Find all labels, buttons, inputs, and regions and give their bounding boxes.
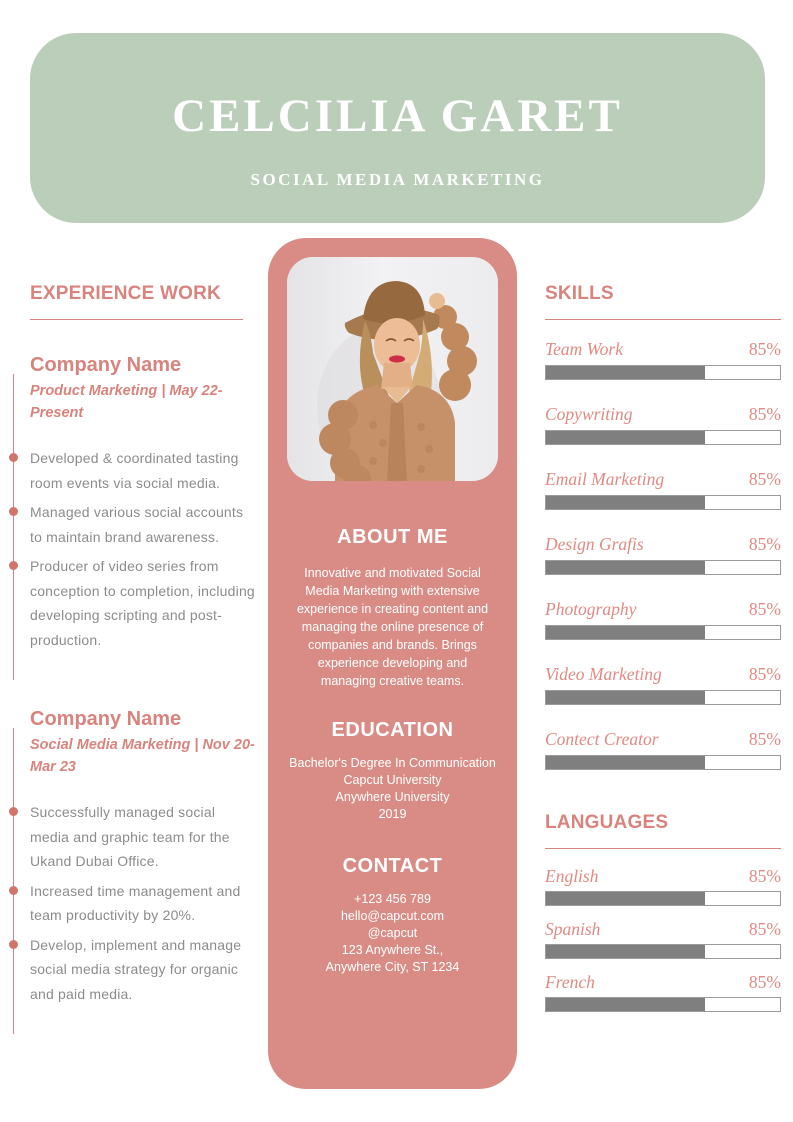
about-title: ABOUT ME bbox=[337, 526, 448, 548]
skill-name: Team Work bbox=[545, 339, 623, 359]
contact-handle: @capcut bbox=[367, 926, 418, 940]
skill-list: Team Work 85% Copywriting 85% Email Market… bbox=[545, 336, 781, 770]
skill-name: Design Grafis bbox=[545, 534, 644, 554]
language-bar bbox=[545, 944, 781, 959]
language-name: Spanish bbox=[545, 919, 601, 939]
skill-bar-fill bbox=[546, 756, 706, 769]
skill-level: 85% bbox=[748, 599, 781, 619]
job-bullet: Increased time management and team produ… bbox=[8, 879, 258, 928]
skill-item: Team Work 85% bbox=[545, 336, 781, 380]
skill-level: 85% bbox=[748, 729, 781, 749]
skill-item: Email Marketing 85% bbox=[545, 466, 781, 510]
job-entry-1: Company Name Product Marketing | May 22-… bbox=[8, 354, 258, 680]
skill-item: Photography 85% bbox=[545, 596, 781, 640]
skills-divider bbox=[545, 319, 781, 320]
experience-divider bbox=[30, 319, 243, 320]
language-name: French bbox=[545, 972, 595, 992]
company-name: Company Name bbox=[30, 708, 182, 730]
language-item: Spanish 85% bbox=[545, 916, 781, 959]
skill-level: 85% bbox=[748, 339, 781, 359]
skill-bar bbox=[545, 365, 781, 380]
language-bar bbox=[545, 997, 781, 1012]
skill-name: Email Marketing bbox=[545, 469, 665, 489]
education-lines: Bachelor's Degree In Communication Capcu… bbox=[287, 755, 498, 823]
language-bar-fill bbox=[546, 892, 706, 905]
skill-level: 85% bbox=[748, 664, 781, 684]
language-level: 85% bbox=[748, 866, 781, 886]
skill-bar-fill bbox=[546, 626, 706, 639]
experience-title: EXPERIENCE WORK bbox=[30, 283, 221, 304]
company-name: Company Name bbox=[30, 354, 182, 376]
contact-address-2: Anywhere City, ST 1234 bbox=[325, 960, 460, 974]
contact-phone: +123 456 789 bbox=[354, 892, 431, 906]
skill-bar-fill bbox=[546, 431, 706, 444]
languages-section: LANGUAGES English 85% Spanish 85% French 85… bbox=[545, 812, 781, 1012]
language-bar-fill bbox=[546, 998, 706, 1011]
skill-bar bbox=[545, 690, 781, 705]
skill-item: Design Grafis 85% bbox=[545, 531, 781, 575]
education-degree: Bachelor's Degree In Communication bbox=[289, 756, 496, 770]
languages-title: LANGUAGES bbox=[545, 812, 669, 833]
person-role: SOCIAL MEDIA MARKETING bbox=[250, 170, 545, 189]
skill-level: 85% bbox=[748, 404, 781, 424]
language-list: English 85% Spanish 85% French 85% bbox=[545, 863, 781, 1012]
language-item: English 85% bbox=[545, 863, 781, 906]
person-name: CELCILIA GARET bbox=[172, 90, 623, 142]
skills-title: SKILLS bbox=[545, 283, 614, 304]
skill-bar-fill bbox=[546, 366, 706, 379]
language-bar bbox=[545, 891, 781, 906]
job-entry-2: Company Name Social Media Marketing | No… bbox=[8, 708, 258, 1034]
contact-email: hello@capcut.com bbox=[340, 909, 444, 923]
language-level: 85% bbox=[748, 972, 781, 992]
skill-item: Copywriting 85% bbox=[545, 401, 781, 445]
job-bullet: Developed & coordinated tasting room eve… bbox=[8, 446, 258, 495]
education-university: Capcut University bbox=[343, 773, 442, 787]
contact-address-1: 123 Anywhere St., bbox=[341, 943, 444, 957]
job-bullet: Producer of video series from conception… bbox=[8, 554, 258, 652]
role-period: Social Media Marketing | Nov 20-Mar 23 bbox=[30, 737, 255, 775]
languages-divider bbox=[545, 848, 781, 849]
job-bullet-list: Developed & coordinated tasting room eve… bbox=[8, 446, 258, 652]
about-text: Innovative and motivated Social Media Ma… bbox=[296, 566, 489, 688]
skill-bar-fill bbox=[546, 691, 706, 704]
skill-name: Contect Creator bbox=[545, 729, 659, 749]
education-title: EDUCATION bbox=[331, 719, 454, 741]
contact-lines: +123 456 789 hello@capcut.com @capcut 12… bbox=[287, 891, 498, 976]
skill-item: Video Marketing 85% bbox=[545, 661, 781, 705]
education-year: 2019 bbox=[378, 807, 407, 821]
role-period: Product Marketing | May 22-Present bbox=[30, 383, 223, 421]
job-bullet: Managed various social accounts to maint… bbox=[8, 500, 258, 549]
skills-section: SKILLS Team Work 85% Copywriting 85% Email… bbox=[545, 283, 781, 1022]
skill-name: Copywriting bbox=[545, 404, 633, 424]
skill-name: Photography bbox=[545, 599, 637, 619]
skill-bar bbox=[545, 625, 781, 640]
skill-name: Video Marketing bbox=[545, 664, 662, 684]
education-university-2: Anywhere University bbox=[335, 790, 450, 804]
skill-bar bbox=[545, 495, 781, 510]
profile-panel: ABOUT ME Innovative and motivated Social… bbox=[268, 238, 517, 1089]
skill-level: 85% bbox=[748, 534, 781, 554]
header-banner: CELCILIA GARET SOCIAL MEDIA MARKETING bbox=[30, 33, 765, 223]
contact-title: CONTACT bbox=[342, 855, 443, 877]
language-name: English bbox=[545, 866, 599, 886]
skill-bar bbox=[545, 430, 781, 445]
profile-photo bbox=[287, 257, 498, 481]
language-bar-fill bbox=[546, 945, 706, 958]
skill-level: 85% bbox=[748, 469, 781, 489]
experience-section: EXPERIENCE WORK Company Name Product Mar… bbox=[0, 283, 258, 1034]
skill-bar-fill bbox=[546, 496, 706, 509]
skill-bar bbox=[545, 755, 781, 770]
skill-item: Contect Creator 85% bbox=[545, 726, 781, 770]
skill-bar bbox=[545, 560, 781, 575]
skill-bar-fill bbox=[546, 561, 706, 574]
job-bullet-list: Successfully managed social media and gr… bbox=[8, 800, 258, 1007]
language-item: French 85% bbox=[545, 969, 781, 1012]
language-level: 85% bbox=[748, 919, 781, 939]
job-bullet: Develop, implement and manage social med… bbox=[8, 933, 258, 1007]
job-bullet: Successfully managed social media and gr… bbox=[8, 800, 258, 874]
portrait-illustration bbox=[287, 257, 498, 481]
